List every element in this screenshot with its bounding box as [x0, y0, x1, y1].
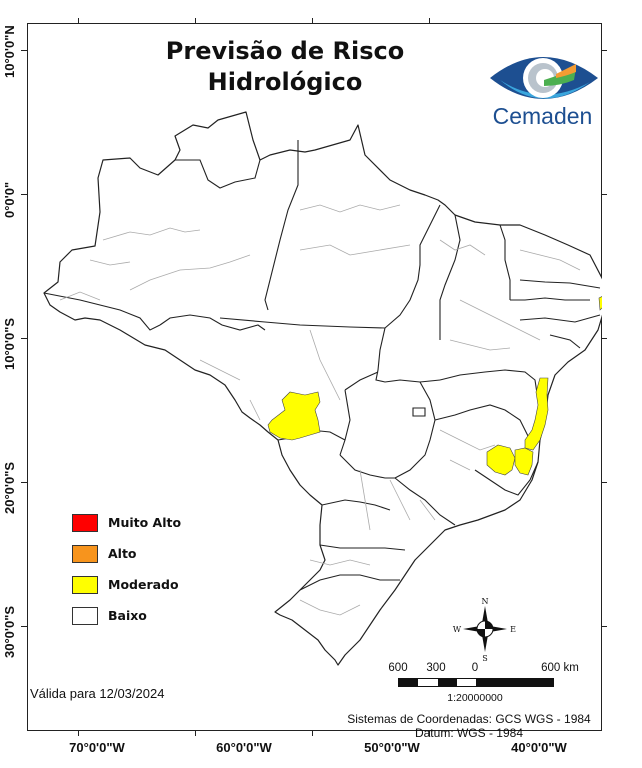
map-title: Previsão de Risco Hidrológico	[150, 36, 420, 98]
border-am-rr	[175, 159, 261, 189]
lon-label-40w: 40°0'0"W	[511, 740, 567, 755]
title-line-2: Hidrológico	[207, 68, 363, 96]
scale-label-600: 600	[388, 662, 408, 674]
border-mg-rj-es	[474, 461, 539, 496]
risk-area-es-mg	[514, 447, 534, 476]
risk-area-ba-coast	[524, 377, 549, 451]
border-ba-mg	[439, 369, 539, 401]
lon-tick-50w	[312, 18, 313, 24]
cemaden-logo-text: Cemaden	[492, 103, 593, 129]
validity-date: Válida para 12/03/2024	[30, 686, 165, 701]
cemaden-logo-icon	[490, 57, 598, 99]
lon-tick-60w	[195, 18, 196, 24]
scale-label-300: 300	[426, 662, 446, 674]
lat-tick-10n	[21, 50, 27, 51]
lon-label-50w: 50°0'0"W	[364, 740, 420, 755]
lat-tick-20s	[21, 482, 27, 483]
lon-label-70w: 70°0'0"W	[69, 740, 125, 755]
lon-tick-70w	[78, 18, 79, 24]
coordinate-system-info: Sistemas de Coordenadas: GCS WGS - 1984 …	[340, 712, 598, 740]
lat-tick-30s	[21, 626, 27, 627]
border-mt-go	[339, 371, 379, 456]
legend-swatch-white	[72, 606, 98, 625]
lat-label-20s: 20°0'0"S	[2, 461, 17, 514]
risk-area-mt	[267, 391, 321, 441]
legend-swatch-red	[72, 513, 98, 532]
border-to-ba	[375, 327, 441, 383]
border-pi-ce	[499, 224, 511, 300]
lat-tick-30s-right	[601, 626, 607, 627]
lon-tick-40w-bottom	[429, 730, 430, 736]
legend: Muito Alto Alto Moderado Baixo	[72, 507, 181, 631]
compass-rose-icon: N S W E	[453, 597, 516, 663]
lat-tick-10s	[21, 338, 27, 339]
compass-e: E	[510, 625, 516, 634]
legend-swatch-yellow	[72, 575, 98, 594]
border-ma-pi	[439, 214, 461, 340]
border-am-pa	[264, 140, 299, 311]
lat-label-30s: 30°0'0"S	[2, 605, 17, 658]
lat-tick-10s-right	[601, 338, 607, 339]
lon-tick-50w-bottom	[312, 730, 313, 736]
lon-tick-60w-bottom	[195, 730, 196, 736]
border-df	[412, 407, 426, 417]
legend-item-baixo: Baixo	[72, 600, 181, 631]
lon-tick-70w-bottom	[78, 730, 79, 736]
title-line-1: Previsão de Risco	[165, 37, 405, 65]
crs-line-1: Sistemas de Coordenadas: GCS WGS - 1984	[347, 712, 591, 726]
border-sc-rs	[299, 574, 400, 591]
lat-tick-20s-right	[601, 482, 607, 483]
border-pr-sc	[319, 544, 406, 551]
border-am-mt	[219, 317, 386, 329]
scale-label-0: 0	[471, 662, 479, 674]
border-go-mg	[394, 381, 531, 479]
legend-item-muito-alto: Muito Alto	[72, 507, 181, 538]
lon-tick-40w	[429, 18, 430, 24]
border-ac-am	[43, 292, 161, 331]
crs-line-2: Datum: WGS - 1984	[414, 726, 524, 740]
lat-tick-0-right	[601, 194, 607, 195]
lon-label-60w: 60°0'0"W	[216, 740, 272, 755]
brazil-map	[43, 111, 602, 666]
scale-ratio: 1:20000000	[447, 692, 503, 704]
compass-s: S	[482, 654, 487, 663]
lat-label-10n: 10°0'0"N	[2, 25, 17, 78]
legend-item-alto: Alto	[72, 538, 181, 569]
brazil-outline	[43, 111, 602, 666]
scale-bar: 600 300 0 600 km 1:20000000	[380, 660, 578, 708]
lat-label-10s: 10°0'0"S	[2, 317, 17, 370]
legend-item-moderado: Moderado	[72, 569, 181, 600]
compass-w: W	[453, 625, 462, 634]
lat-label-0: 0°0'0"	[2, 181, 17, 218]
lat-tick-0	[21, 194, 27, 195]
lat-tick-10n-right	[601, 50, 607, 51]
border-ro-mt	[159, 314, 266, 331]
legend-label: Baixo	[108, 608, 147, 623]
legend-swatch-orange	[72, 544, 98, 563]
legend-label: Muito Alto	[108, 515, 182, 530]
border-ms-pr	[321, 499, 391, 511]
legend-label: Alto	[108, 546, 137, 561]
border-pa-to	[384, 204, 441, 329]
risk-area-pb-pe	[598, 296, 602, 311]
risk-area-mg-ne	[486, 444, 516, 476]
legend-label: Moderado	[108, 577, 179, 592]
scale-bar-graphic	[398, 678, 554, 687]
compass-n: N	[482, 597, 489, 606]
border-ne-states	[510, 279, 601, 349]
scale-label-600km: 600 km	[541, 662, 579, 674]
